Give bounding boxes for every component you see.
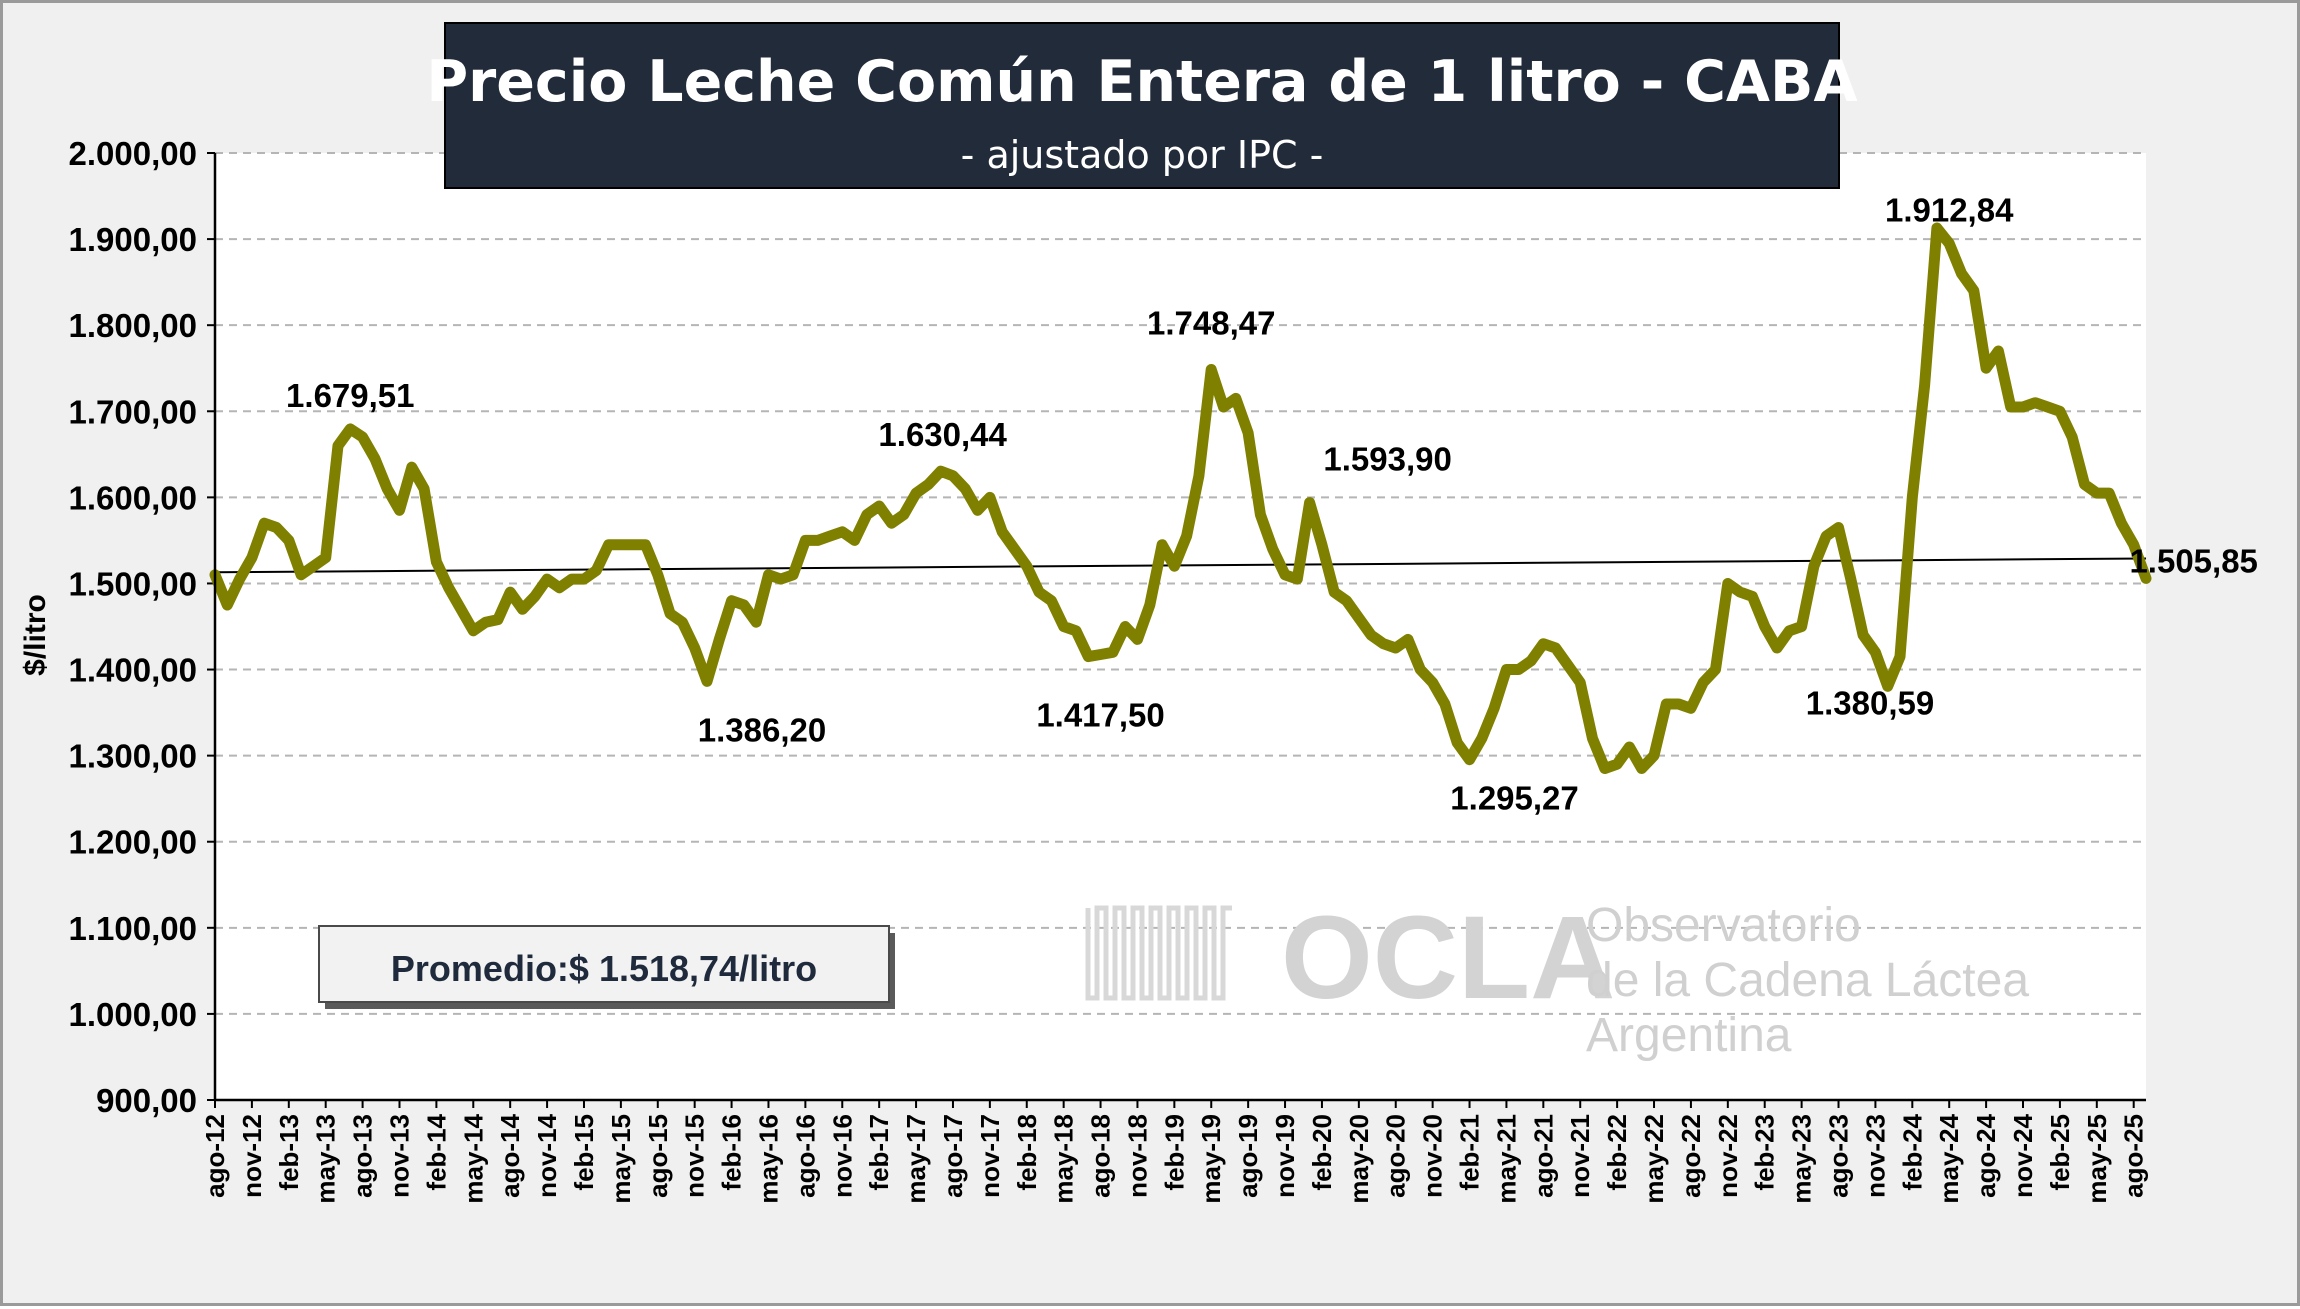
- y-tick-label: 2.000,00: [69, 135, 197, 172]
- y-tick-label: 1.400,00: [69, 652, 197, 689]
- x-tick-label: ago-21: [1528, 1114, 1558, 1198]
- x-tick-label: feb-15: [569, 1114, 599, 1191]
- x-tick-label: may-15: [606, 1114, 636, 1204]
- y-tick-label: 1.100,00: [69, 910, 197, 947]
- x-tick-label: ago-14: [495, 1113, 525, 1197]
- data-label: 1.679,51: [286, 377, 414, 414]
- x-tick-label: ago-22: [1676, 1114, 1706, 1198]
- x-tick-label: ago-17: [938, 1114, 968, 1198]
- x-tick-label: nov-22: [1713, 1114, 1743, 1198]
- x-tick-label: may-14: [458, 1113, 488, 1203]
- data-label: 1.505,85: [2129, 543, 2257, 580]
- data-label: 1.630,44: [878, 416, 1007, 453]
- x-tick-label: ago-25: [2119, 1114, 2149, 1198]
- axes: [213, 153, 2146, 1108]
- x-tick-label: feb-22: [1602, 1114, 1632, 1191]
- average-box-label: Promedio:$ 1.518,74/litro: [391, 948, 817, 989]
- x-tick-label: ago-19: [1233, 1114, 1263, 1198]
- x-tick-label: nov-20: [1418, 1114, 1448, 1198]
- x-tick-label: may-19: [1196, 1114, 1226, 1204]
- data-label: 1.386,20: [698, 711, 826, 748]
- x-tick-label: nov-12: [237, 1114, 267, 1198]
- data-label: 1.912,84: [1885, 191, 2014, 228]
- watermark-line-1: Observatorio: [1586, 899, 1861, 952]
- x-tick-label: feb-16: [717, 1114, 747, 1191]
- data-label: 1.295,27: [1450, 780, 1578, 817]
- x-tick-label: feb-19: [1159, 1114, 1189, 1191]
- x-tick-label: feb-17: [864, 1114, 894, 1191]
- chart-title: Precio Leche Común Entera de 1 litro - C…: [426, 49, 1857, 115]
- x-tick-label: may-22: [1639, 1114, 1669, 1204]
- chart-subtitle: - ajustado por IPC -: [961, 133, 1324, 177]
- x-tick-label: feb-14: [421, 1113, 451, 1190]
- x-tick-label: may-21: [1491, 1114, 1521, 1204]
- x-tick-label: feb-25: [2045, 1114, 2075, 1191]
- title-box: Precio Leche Común Entera de 1 litro - C…: [426, 22, 1858, 189]
- y-tick-label: 1.500,00: [69, 565, 197, 602]
- x-tick-label: nov-16: [827, 1114, 857, 1198]
- x-tick-label: nov-13: [384, 1114, 414, 1198]
- x-tick-label: ago-13: [348, 1114, 378, 1198]
- y-tick-label: 1.800,00: [69, 307, 197, 344]
- x-tick-label: nov-18: [1122, 1114, 1152, 1198]
- x-tick-label: nov-24: [2008, 1113, 2038, 1197]
- average-box-frame: [318, 925, 890, 1003]
- y-tick-label: 1.600,00: [69, 479, 197, 516]
- x-tick-label: ago-16: [790, 1114, 820, 1198]
- data-label: 1.748,47: [1147, 305, 1275, 342]
- y-tick-label: 900,00: [96, 1082, 197, 1119]
- x-tick-label: feb-23: [1750, 1114, 1780, 1191]
- y-tick-labels: 900,00 1.000,00 1.100,00 1.200,00 1.300,00 1.…: [69, 135, 197, 1119]
- x-tick-label: nov-14: [532, 1113, 562, 1197]
- x-tick-label: ago-18: [1086, 1114, 1116, 1198]
- x-tick-label: feb-21: [1455, 1114, 1485, 1191]
- x-tick-label: may-16: [753, 1114, 783, 1204]
- x-tick-label: nov-17: [975, 1114, 1005, 1198]
- y-tick-label: 1.200,00: [69, 824, 197, 861]
- x-tick-label: feb-24: [1897, 1113, 1927, 1190]
- title-background: [444, 22, 1840, 189]
- data-label: 1.417,50: [1036, 696, 1164, 733]
- x-tick-labels: ago-12 nov-12 feb-13 may-13 ago-13 nov-13 feb-…: [200, 1113, 2149, 1203]
- series-line: [209, 222, 2152, 774]
- x-tick-label: feb-13: [274, 1114, 304, 1191]
- data-label: 1.593,90: [1323, 441, 1451, 478]
- ocla-logo-icon: [1085, 905, 1232, 1001]
- x-tick-label: ago-23: [1824, 1114, 1854, 1198]
- x-tick-label: nov-23: [1860, 1114, 1890, 1198]
- x-tick-label: may-20: [1344, 1114, 1374, 1204]
- y-axis-label: $/litro: [19, 594, 52, 676]
- data-labels: 1.679,51 1.386,20 1.630,44 1.417,50 1.748,47…: [286, 191, 2258, 816]
- y-tick-label: 1.700,00: [69, 393, 197, 430]
- average-box: Promedio:$ 1.518,74/litro: [318, 925, 895, 1009]
- gridlines: [207, 152, 2146, 1101]
- x-tick-label: may-13: [311, 1114, 341, 1204]
- x-tick-label: feb-20: [1307, 1114, 1337, 1191]
- y-tick-label: 1.000,00: [69, 996, 197, 1033]
- x-tick-label: may-18: [1049, 1114, 1079, 1204]
- x-tick-label: ago-24: [1971, 1113, 2001, 1197]
- x-tick-label: ago-20: [1381, 1114, 1411, 1198]
- x-tick-label: nov-15: [680, 1114, 710, 1198]
- watermark-brand: OCLA: [1281, 892, 1615, 1024]
- x-tick-label: may-17: [901, 1114, 931, 1204]
- y-tick-label: 1.300,00: [69, 738, 197, 775]
- x-tick-label: ago-12: [200, 1114, 230, 1198]
- x-tick-label: feb-18: [1012, 1114, 1042, 1191]
- x-tick-label: ago-15: [643, 1114, 673, 1198]
- y-tick-label: 1.900,00: [69, 221, 197, 258]
- data-label: 1.380,59: [1806, 685, 1934, 722]
- x-tick-label: nov-19: [1270, 1114, 1300, 1198]
- watermark-line-2: de la Cadena Láctea: [1586, 954, 2029, 1007]
- watermark-line-3: Argentina: [1586, 1009, 1792, 1062]
- x-tick-label: may-23: [1787, 1114, 1817, 1204]
- x-tick-label: may-25: [2082, 1114, 2112, 1204]
- series-group: [209, 222, 2152, 774]
- x-tick-label: may-24: [1934, 1113, 1964, 1203]
- x-tick-label: nov-21: [1565, 1114, 1595, 1198]
